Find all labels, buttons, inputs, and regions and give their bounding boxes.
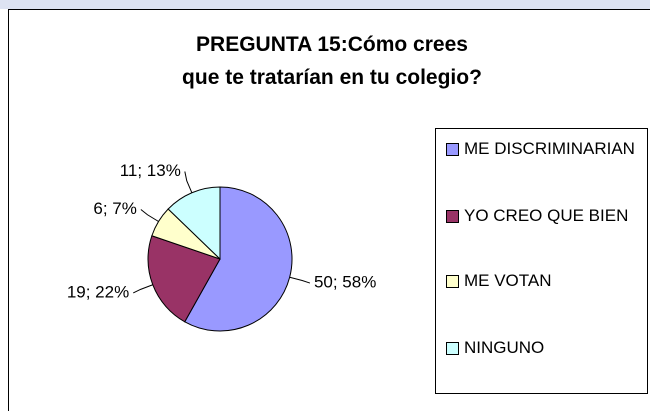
pie-slice: [167, 186, 221, 261]
pie-slice: [147, 235, 221, 323]
legend-swatch: [446, 210, 459, 223]
pie-slice: [184, 186, 293, 332]
chart-title: PREGUNTA 15:Cómo crees que te tratarían e…: [182, 33, 482, 89]
legend-swatch: [446, 342, 459, 355]
legend-label: NINGUNO: [464, 338, 545, 357]
legend-entry: YO CREO QUE BIEN: [446, 204, 641, 228]
leader-line: [184, 171, 193, 193]
legend: ME DISCRIMINARIAN YO CREO QUE BIEN ME VOTA…: [435, 128, 648, 394]
leader-line: [140, 209, 159, 222]
legend-entry: ME DISCRIMINARIAN: [446, 137, 641, 161]
leader-line: [289, 276, 311, 284]
data-label: 19; 22%: [67, 282, 129, 301]
background-band: [0, 0, 650, 9]
data-label: 11; 13%: [120, 161, 181, 180]
legend-label: ME DISCRIMINARIAN: [464, 139, 635, 158]
legend-swatch: [446, 275, 459, 288]
data-label: 50; 58%: [314, 273, 376, 292]
legend-entry: ME VOTAN: [446, 269, 641, 293]
legend-label: ME VOTAN: [464, 271, 552, 290]
data-label: 6; 7%: [93, 199, 136, 218]
legend-label: YO CREO QUE BIEN: [464, 206, 629, 225]
leader-line: [133, 284, 153, 294]
legend-swatch: [446, 143, 459, 156]
legend-entry: NINGUNO: [446, 336, 641, 360]
